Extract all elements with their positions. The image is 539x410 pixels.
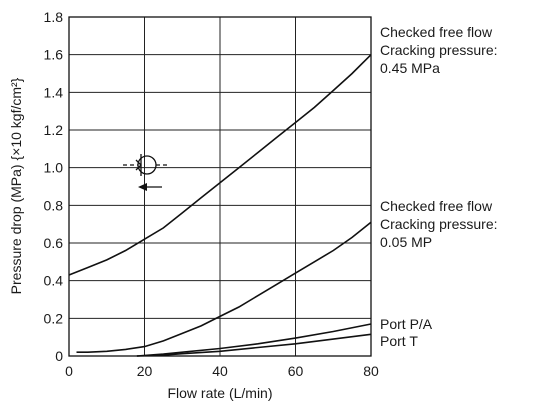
series-labels: Checked free flow Cracking pressure: 0.45 … <box>380 24 498 349</box>
y-tick-label: 1.8 <box>44 9 64 25</box>
series-lines <box>68 54 372 357</box>
plot-frame <box>68 16 372 357</box>
grid <box>69 17 371 356</box>
check-valve-symbol-icon <box>123 154 170 191</box>
y-tick-labels: 0 0.2 0.4 0.6 0.8 1.0 1.2 1.4 1.6 1.8 <box>44 9 64 364</box>
y-tick-label: 0 <box>55 348 63 364</box>
x-tick-label: 40 <box>212 363 228 379</box>
y-tick-label: 1.6 <box>44 47 64 63</box>
y-tick-label: 0.2 <box>44 310 64 326</box>
series-line-4 <box>136 333 372 357</box>
x-tick-label: 80 <box>363 363 379 379</box>
x-tick-label: 0 <box>65 363 73 379</box>
x-tick-labels: 0 20 40 60 80 <box>65 363 379 379</box>
series-label-1: Checked free flow Cracking pressure: 0.45 … <box>380 24 498 76</box>
y-tick-label: 1.4 <box>44 84 64 100</box>
series-label-2: Checked free flow Cracking pressure: 0.05 … <box>380 198 498 250</box>
series-line-3 <box>136 323 372 357</box>
x-tick-label: 20 <box>137 363 153 379</box>
x-axis-title: Flow rate (L/min) <box>167 385 272 401</box>
series-label-3: Port P/A <box>380 316 433 332</box>
y-tick-label: 1.2 <box>44 122 64 138</box>
y-tick-label: 0.4 <box>44 273 64 289</box>
series-line-1 <box>68 54 372 276</box>
y-axis-title: Pressure drop (MPa) {×10 kgf/cm²} <box>8 77 24 294</box>
y-tick-label: 1.0 <box>44 160 64 176</box>
y-tick-label: 0.6 <box>44 235 64 251</box>
series-label-4: Port T <box>380 333 418 349</box>
x-tick-label: 60 <box>288 363 304 379</box>
y-tick-label: 0.8 <box>44 197 64 213</box>
series-line-2 <box>76 221 372 354</box>
